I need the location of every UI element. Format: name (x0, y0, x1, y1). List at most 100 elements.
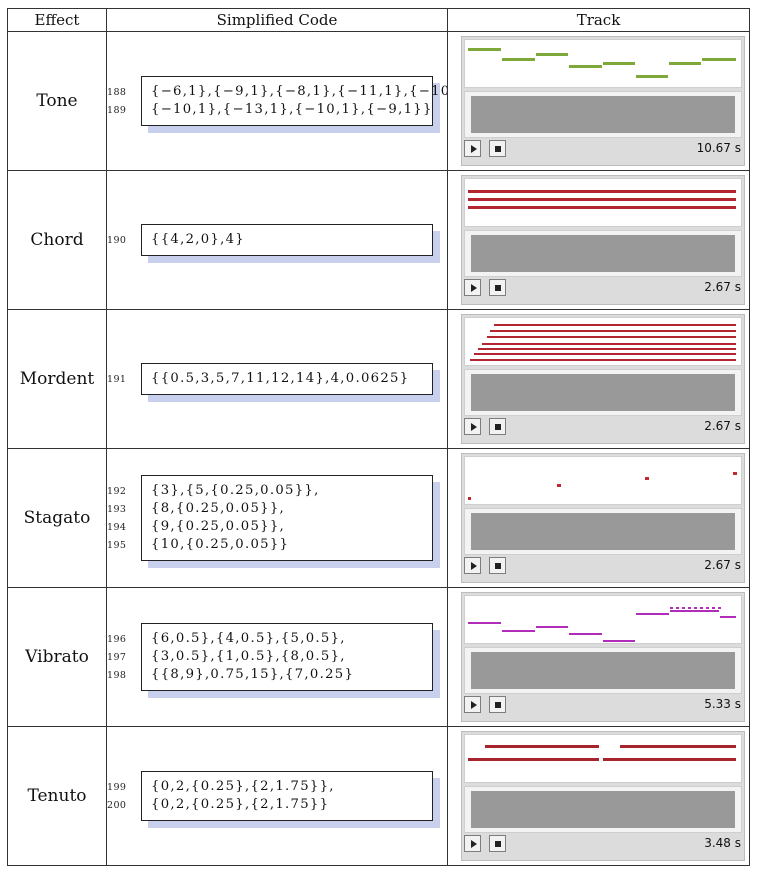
line-number: 191 (107, 374, 127, 385)
note-bar (569, 65, 602, 68)
player-controls: 5.33 s (464, 696, 742, 718)
play-button[interactable] (464, 279, 481, 296)
code-cell: 196 {6,0.5},{4,0.5},{5,0.5}, 197 {3,0.5},{1… (106, 587, 448, 727)
play-icon (471, 701, 477, 709)
code-text: {−6,1},{−9,1},{−8,1},{−11,1},{−10,1},{−1… (151, 84, 448, 99)
stop-button[interactable] (489, 279, 506, 296)
stop-button[interactable] (489, 140, 506, 157)
note-bar (645, 477, 649, 480)
note-bar (468, 622, 501, 624)
code-line: 197 {3,0.5},{1,0.5},{8,0.5}, (108, 648, 424, 666)
play-button[interactable] (464, 140, 481, 157)
player-controls: 2.67 s (464, 557, 742, 579)
note-bar (557, 484, 561, 487)
note-bar (733, 472, 737, 475)
code-box: 196 {6,0.5},{4,0.5},{5,0.5}, 197 {3,0.5},{1… (108, 623, 433, 691)
play-icon (471, 562, 477, 570)
stop-button[interactable] (489, 835, 506, 852)
code-listing: 191 {{0.5,3,5,7,11,12,14},4,0.0625} (108, 363, 440, 402)
effects-table: Effect Simplified Code Track Tone 188 {−6,… (7, 8, 750, 866)
code-line: 199 {0,2,{0.25},{2,1.75}}, (108, 778, 424, 796)
code-text: {0,2,{0.25},{2,1.75}} (151, 797, 330, 812)
code-cell: 191 {{0.5,3,5,7,11,12,14},4,0.0625} (106, 309, 448, 449)
track-cell: 5.33 s (447, 587, 750, 727)
note-bar (603, 640, 635, 642)
line-number: 190 (107, 235, 127, 246)
stop-button[interactable] (489, 557, 506, 574)
audio-player: 10.67 s (461, 36, 745, 166)
line-number: 198 (107, 670, 127, 681)
vibrato-dash (712, 607, 715, 609)
code-listing: 190 {{4,2,0},4} (108, 224, 440, 263)
waveform-panel (464, 369, 742, 416)
code-line: 196 {6,0.5},{4,0.5},{5,0.5}, (108, 630, 424, 648)
waveform-fill (471, 235, 735, 272)
piano-roll-svg (470, 324, 736, 361)
play-button[interactable] (464, 418, 481, 435)
code-cell: 190 {{4,2,0},4} (106, 170, 448, 310)
code-text: {3},{5,{0.25,0.05}}, (151, 483, 320, 498)
note-bar (474, 353, 736, 355)
header-track: Track (447, 8, 750, 32)
code-line: 189 {−10,1},{−13,1},{−10,1},{−9,1}} (108, 101, 432, 119)
stop-icon (495, 841, 501, 847)
line-number: 192 (107, 486, 127, 497)
note-bar (490, 330, 736, 332)
waveform-panel (464, 647, 742, 694)
piano-roll-svg (468, 745, 736, 761)
note-bar (485, 745, 599, 748)
waveform-panel (464, 508, 742, 555)
player-controls: 10.67 s (464, 140, 742, 162)
code-text: {3,0.5},{1,0.5},{8,0.5}, (151, 649, 346, 664)
player-controls: 3.48 s (464, 835, 742, 857)
play-button[interactable] (464, 835, 481, 852)
piano-roll-svg (468, 190, 736, 209)
player-controls: 2.67 s (464, 418, 742, 440)
stop-button[interactable] (489, 418, 506, 435)
code-cell: 192 {3},{5,{0.25,0.05}}, 193 {8,{0.25,0.05}… (106, 448, 448, 588)
table-row: Chord 190 {{4,2,0},4} 2.67 s (7, 170, 750, 310)
note-bar (468, 497, 471, 500)
code-box: 199 {0,2,{0.25},{2,1.75}}, 200 {0,2,{0.25},… (108, 771, 433, 821)
duration-label: 2.67 s (704, 280, 741, 294)
piano-roll (464, 178, 742, 227)
play-button[interactable] (464, 557, 481, 574)
audio-player: 5.33 s (461, 592, 745, 722)
effect-name: Chord (7, 170, 107, 310)
code-cell: 188 {−6,1},{−9,1},{−8,1},{−11,1},{−10,1},… (106, 31, 448, 171)
play-button[interactable] (464, 696, 481, 713)
note-bar (603, 758, 736, 761)
note-bar (478, 348, 736, 350)
waveform-panel (464, 230, 742, 277)
track-cell: 2.67 s (447, 448, 750, 588)
table-row: Tone 188 {−6,1},{−9,1},{−8,1},{−11,1},{−10… (7, 31, 750, 171)
code-line: 190 {{4,2,0},4} (108, 231, 424, 249)
header-code: Simplified Code (106, 8, 448, 32)
waveform-fill (471, 374, 735, 411)
waveform-fill (471, 791, 735, 828)
note-bar (702, 58, 736, 61)
code-line: 192 {3},{5,{0.25,0.05}}, (108, 482, 424, 500)
audio-player: 2.67 s (461, 453, 745, 583)
note-bar (636, 613, 669, 615)
player-controls: 2.67 s (464, 279, 742, 301)
duration-label: 10.67 s (696, 141, 741, 155)
audio-player: 2.67 s (461, 314, 745, 444)
track-cell: 2.67 s (447, 309, 750, 449)
note-bar (487, 336, 736, 338)
piano-roll (464, 39, 742, 88)
effect-name: Tone (7, 31, 107, 171)
header-row: Effect Simplified Code Track (7, 8, 750, 32)
code-listing: 196 {6,0.5},{4,0.5},{5,0.5}, 197 {3,0.5},{1… (108, 623, 440, 698)
stop-button[interactable] (489, 696, 506, 713)
piano-roll-svg (468, 48, 736, 78)
track-cell: 3.48 s (447, 726, 750, 866)
code-text: {−10,1},{−13,1},{−10,1},{−9,1}} (151, 102, 433, 117)
play-icon (471, 423, 477, 431)
note-bar (669, 62, 701, 65)
code-line: 188 {−6,1},{−9,1},{−8,1},{−11,1},{−10,1},… (108, 83, 447, 101)
waveform-fill (471, 513, 735, 550)
note-bar (502, 630, 535, 632)
code-text: {8,{0.25,0.05}}, (151, 501, 286, 516)
note-bar (502, 58, 535, 61)
